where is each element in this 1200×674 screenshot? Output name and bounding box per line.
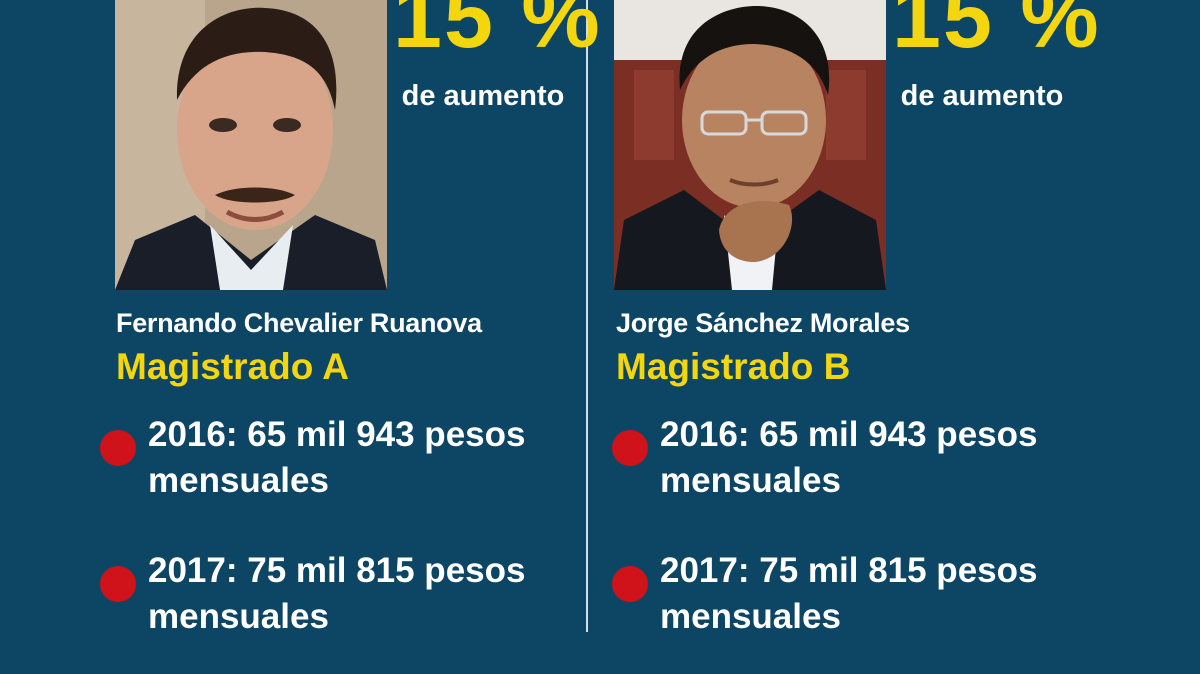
- red-bullet-icon: [100, 566, 136, 602]
- magistrate-role: Magistrado A: [116, 346, 349, 387]
- increase-caption: de aumento: [401, 80, 565, 112]
- magistrate-name: Fernando Chevalier Ruanova: [116, 308, 482, 338]
- portrait-photo-b: [614, 0, 886, 290]
- red-bullet-icon: [100, 430, 136, 466]
- salary-text: 2016: 65 mil 943 pesos mensuales: [660, 412, 1100, 504]
- salary-line: 2017: 75 mil 815 pesos: [660, 551, 1038, 590]
- red-bullet-icon: [612, 430, 648, 466]
- salary-line: mensuales: [660, 597, 841, 636]
- salary-line: mensuales: [660, 461, 841, 500]
- salary-line: 2017: 75 mil 815 pesos: [148, 551, 526, 590]
- panel-divider: [586, 0, 588, 632]
- salary-line: mensuales: [148, 461, 329, 500]
- red-bullet-icon: [612, 566, 648, 602]
- increase-percent: 15 %: [892, 0, 1101, 66]
- magistrate-name: Jorge Sánchez Morales: [616, 308, 910, 338]
- increase-badge-a: 15 % de aumento: [393, 0, 602, 112]
- increase-badge-b: 15 % de aumento: [892, 0, 1101, 112]
- salary-text: 2016: 65 mil 943 pesos mensuales: [148, 412, 588, 504]
- increase-percent: 15 %: [393, 0, 602, 66]
- portrait-photo-a: [115, 0, 387, 290]
- magistrate-panel-b: 15 % de aumento Jorge Sánchez Morales Ma…: [610, 0, 1130, 674]
- magistrate-panel-a: 15 % de aumento Fernando Chevalier Ruano…: [98, 0, 618, 674]
- salary-line: 2016: 65 mil 943 pesos: [148, 415, 526, 454]
- magistrate-role: Magistrado B: [616, 346, 851, 387]
- salary-line: 2016: 65 mil 943 pesos: [660, 415, 1038, 454]
- salary-text: 2017: 75 mil 815 pesos mensuales: [660, 548, 1100, 640]
- salary-text: 2017: 75 mil 815 pesos mensuales: [148, 548, 588, 640]
- increase-caption: de aumento: [900, 80, 1064, 112]
- salary-line: mensuales: [148, 597, 329, 636]
